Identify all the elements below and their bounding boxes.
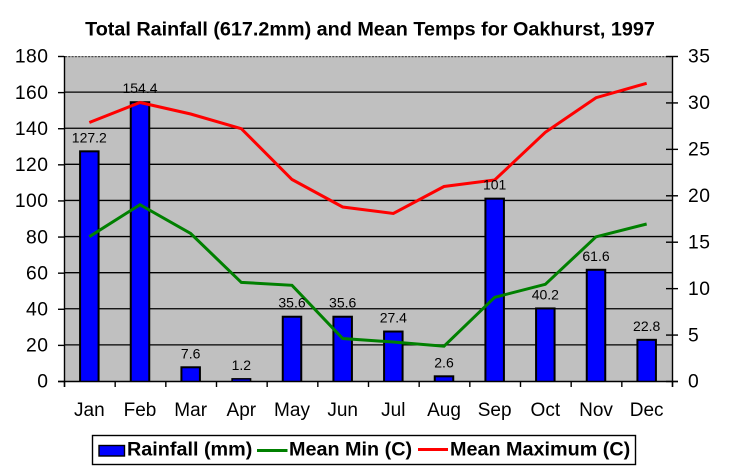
- svg-text:30: 30: [688, 93, 710, 114]
- svg-text:Nov: Nov: [579, 400, 613, 421]
- svg-text:Rainfall (mm): Rainfall (mm): [127, 439, 252, 461]
- svg-text:154.4: 154.4: [122, 80, 157, 96]
- svg-text:Mean Min (C): Mean Min (C): [289, 439, 412, 461]
- svg-text:20: 20: [26, 336, 48, 357]
- svg-text:60: 60: [26, 263, 48, 284]
- svg-text:5: 5: [688, 325, 699, 346]
- svg-text:80: 80: [26, 227, 48, 248]
- svg-text:Oct: Oct: [531, 400, 561, 421]
- svg-text:140: 140: [15, 119, 49, 140]
- svg-text:Jan: Jan: [74, 400, 105, 421]
- svg-text:Aug: Aug: [427, 400, 461, 421]
- svg-text:100: 100: [15, 191, 49, 212]
- svg-text:40.2: 40.2: [532, 286, 559, 302]
- svg-text:2.6: 2.6: [434, 354, 454, 370]
- svg-text:0: 0: [37, 372, 48, 393]
- svg-text:180: 180: [15, 47, 49, 68]
- svg-text:120: 120: [15, 155, 49, 176]
- svg-text:61.6: 61.6: [582, 248, 609, 264]
- svg-text:101: 101: [483, 177, 507, 193]
- svg-text:35: 35: [688, 47, 710, 68]
- svg-text:35.6: 35.6: [278, 295, 305, 311]
- svg-text:15: 15: [688, 232, 710, 253]
- svg-text:Total Rainfall (617.2mm) and M: Total Rainfall (617.2mm) and Mean Temps …: [85, 19, 655, 41]
- svg-text:1.2: 1.2: [232, 357, 252, 373]
- svg-text:Mar: Mar: [174, 400, 207, 421]
- svg-text:Jun: Jun: [327, 400, 358, 421]
- svg-text:27.4: 27.4: [380, 310, 407, 326]
- svg-text:0: 0: [688, 372, 699, 393]
- svg-text:127.2: 127.2: [72, 129, 107, 145]
- svg-text:160: 160: [15, 83, 49, 104]
- svg-text:10: 10: [688, 279, 710, 300]
- svg-text:20: 20: [688, 186, 710, 207]
- svg-text:25: 25: [688, 140, 710, 161]
- svg-text:40: 40: [26, 299, 48, 320]
- svg-text:Feb: Feb: [124, 400, 157, 421]
- svg-text:22.8: 22.8: [633, 318, 660, 334]
- svg-text:Sep: Sep: [478, 400, 512, 421]
- svg-text:7.6: 7.6: [181, 345, 201, 361]
- svg-text:Apr: Apr: [227, 400, 257, 421]
- svg-text:May: May: [274, 400, 310, 421]
- svg-text:Jul: Jul: [381, 400, 405, 421]
- svg-text:Mean Maximum (C): Mean Maximum (C): [450, 439, 630, 461]
- svg-text:Dec: Dec: [630, 400, 664, 421]
- svg-text:35.6: 35.6: [329, 295, 356, 311]
